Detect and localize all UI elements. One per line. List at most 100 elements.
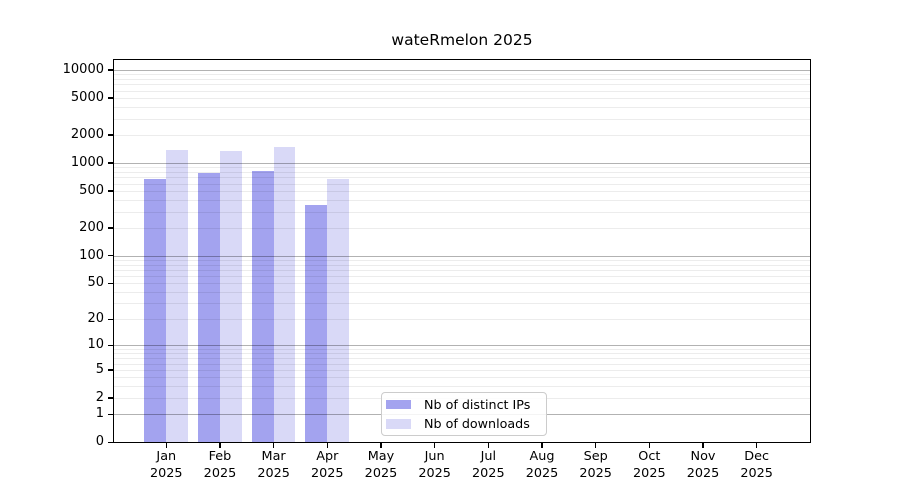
minor-gridline — [113, 276, 811, 278]
legend-item-distinct-ips: Nb of distinct IPs — [386, 396, 540, 413]
x-tick-label-mar: Mar 2025 — [257, 449, 290, 481]
minor-gridline — [113, 98, 811, 100]
y-tick-mark — [108, 227, 113, 229]
minor-gridline — [113, 303, 811, 305]
minor-gridline — [113, 90, 811, 92]
y-tick-mark — [108, 190, 113, 192]
minor-gridline — [113, 283, 811, 285]
bar-ips-mar — [251, 171, 274, 443]
chart-title: wateRmelon 2025 — [391, 31, 533, 49]
minor-gridline — [113, 74, 811, 76]
minor-gridline — [113, 377, 811, 379]
minor-gridline — [113, 183, 811, 185]
y-tick-mark — [108, 69, 113, 71]
y-tick-mark — [108, 282, 113, 285]
x-tick-label-oct: Oct 2025 — [633, 449, 666, 481]
y-tick-label: 500 — [79, 183, 104, 199]
minor-gridline — [113, 353, 811, 355]
y-tick-mark — [108, 318, 113, 320]
minor-gridline — [113, 84, 811, 86]
bar-downloads-mar — [273, 147, 296, 443]
minor-gridline — [113, 135, 811, 137]
x-tick-mark — [433, 443, 436, 448]
major-gridline — [113, 345, 811, 347]
minor-gridline — [113, 386, 811, 388]
x-tick-mark — [648, 443, 651, 448]
minor-gridline — [113, 167, 811, 169]
x-tick-mark — [219, 443, 221, 448]
x-tick-label-may: May 2025 — [364, 449, 398, 481]
y-tick-label: 100 — [79, 247, 104, 263]
x-tick-mark — [594, 443, 597, 448]
bar-downloads-apr — [327, 179, 349, 443]
minor-gridline — [113, 191, 811, 193]
minor-gridline — [113, 270, 811, 271]
bar-downloads-jan — [166, 149, 188, 443]
minor-gridline — [113, 172, 811, 174]
x-tick-mark — [272, 443, 275, 448]
x-tick-mark — [165, 443, 167, 448]
minor-gridline — [113, 363, 811, 365]
x-tick-label-jan: Jan 2025 — [150, 449, 183, 481]
y-tick-label: 50 — [87, 275, 104, 291]
y-tick-mark — [108, 397, 113, 399]
x-tick-label-nov: Nov 2025 — [686, 449, 720, 481]
minor-gridline — [113, 79, 811, 81]
minor-gridline — [113, 369, 811, 371]
x-tick-mark — [326, 443, 328, 448]
minor-gridline — [113, 177, 811, 179]
legend-swatch-distinct-ips — [386, 399, 411, 409]
legend-label-distinct-ips: Nb of distinct IPs — [424, 396, 531, 412]
y-tick-label: 5000 — [70, 90, 104, 106]
minor-gridline — [113, 259, 811, 261]
bar-ips-feb — [198, 173, 220, 443]
minor-gridline — [113, 211, 811, 213]
legend: Nb of distinct IPs Nb of downloads — [381, 392, 547, 436]
y-tick-mark — [108, 344, 113, 347]
legend-item-downloads: Nb of downloads — [386, 416, 540, 433]
x-tick-label-apr: Apr 2025 — [311, 449, 344, 481]
y-tick-label: 1000 — [70, 155, 104, 171]
y-tick-label: 20 — [87, 311, 104, 327]
y-tick-mark — [108, 255, 113, 257]
major-gridline — [113, 163, 811, 165]
x-tick-mark — [541, 443, 543, 448]
y-tick-label: 10 — [87, 337, 104, 353]
x-tick-label-sep: Sep 2025 — [579, 449, 612, 481]
minor-gridline — [113, 349, 811, 351]
y-tick-label: 0 — [95, 434, 104, 450]
minor-gridline — [113, 358, 811, 360]
y-tick-mark — [108, 413, 113, 415]
minor-gridline — [113, 264, 811, 266]
minor-gridline — [113, 227, 811, 229]
minor-gridline — [113, 118, 811, 120]
y-tick-label: 10000 — [62, 62, 104, 78]
bar-downloads-feb — [219, 151, 242, 443]
x-tick-label-dec: Dec 2025 — [740, 449, 773, 481]
x-tick-mark — [755, 443, 758, 448]
y-tick-mark — [108, 97, 113, 99]
bar-ips-jan — [144, 178, 167, 443]
plot-area — [113, 59, 811, 443]
minor-gridline — [113, 292, 811, 294]
x-tick-label-aug: Aug 2025 — [525, 449, 559, 481]
y-tick-label: 5 — [95, 361, 104, 377]
x-tick-label-feb: Feb 2025 — [203, 449, 237, 481]
y-tick-label: 2 — [95, 389, 104, 405]
y-tick-mark — [108, 162, 113, 164]
y-tick-label: 2000 — [70, 127, 104, 143]
minor-gridline — [113, 107, 811, 109]
minor-gridline — [113, 319, 811, 321]
y-tick-mark — [108, 369, 113, 371]
y-tick-mark — [108, 134, 113, 136]
bars-layer — [113, 59, 811, 443]
x-tick-label-jul: Jul 2025 — [472, 449, 505, 481]
x-tick-mark — [487, 443, 489, 448]
bar-ips-apr — [305, 204, 328, 443]
major-gridline — [113, 70, 811, 72]
y-tick-mark — [108, 441, 113, 443]
y-tick-label: 1 — [95, 406, 104, 422]
minor-gridline — [113, 200, 811, 202]
y-tick-label: 200 — [79, 219, 104, 235]
